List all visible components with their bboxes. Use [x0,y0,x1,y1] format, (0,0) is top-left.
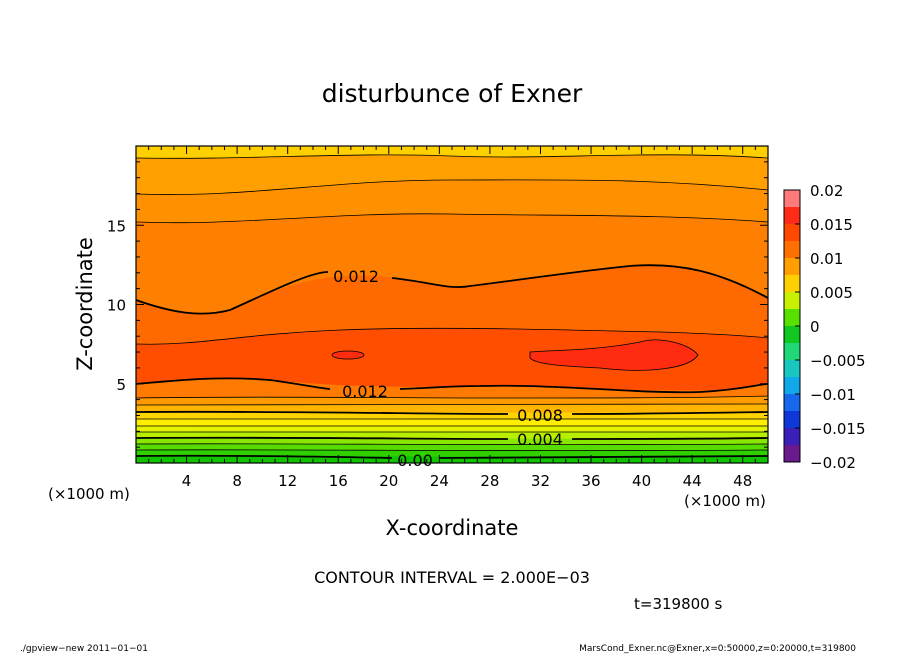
colorbar-segment [784,224,800,241]
y-tick-label: 10 [107,297,126,315]
footer-left: ./gpview−new 2011−01−01 [20,644,148,654]
colorbar-segment [784,258,800,275]
contour-line-0.012-lower [136,377,768,394]
colorbar-segment [784,377,800,394]
colorbar: 0.02 0.015 0.01 0.005 0 −0.005 −0.01 −0.015 −0.0… [783,182,866,472]
contour-field [136,146,768,463]
contour-line-0.004 [136,436,768,440]
band-0.016-local-max-left [332,351,364,359]
contour-label: 0.008 [517,406,563,425]
x-tick-label: 44 [683,472,702,490]
contour-line [136,395,768,399]
x-tick-label: 16 [329,472,348,490]
footer-right: MarsCond_Exner.nc@Exner,x=0:50000,z=0:20… [579,644,856,654]
x-tick-label: 36 [581,472,600,490]
contour-line [331,350,365,360]
contour-line [529,339,699,371]
chart-title: disturbunce of Exner [322,79,583,108]
colorbar-tick-label: 0.005 [810,284,853,302]
x-unit-label-right: (×1000 m) [684,492,766,510]
colorbar-segment [784,360,800,377]
contour-label: 0.00 [397,451,433,470]
colorbar-tick-label: −0.01 [810,386,856,404]
colorbar-segment [784,292,800,309]
contour-label: 0.012 [342,382,388,401]
x-tick-label: 28 [480,472,499,490]
contour-line [136,425,768,427]
contour-line [136,431,768,433]
colorbar-tick-label: −0.005 [810,352,866,370]
x-tick-label: 48 [733,472,752,490]
contour-interval-label: CONTOUR INTERVAL = 2.000E−03 [314,568,590,587]
colorbar-segment [784,445,800,462]
x-tick-label: 12 [278,472,297,490]
x-tick-label: 20 [379,472,398,490]
colorbar-segment [784,394,800,411]
contour-line [136,418,768,420]
x-tick-label: 24 [430,472,449,490]
colorbar-tick-label: 0.01 [810,250,843,268]
band-0.016-local-max-right [530,339,698,371]
colorbar-segment [784,207,800,224]
contour-lines [136,154,768,459]
y-tick-label: 15 [107,217,126,235]
contour-line-0.008 [136,410,768,415]
x-tick-label: 8 [232,472,242,490]
colorbar-tick-label: −0.02 [810,454,856,472]
contour-line-0.012-upper [136,264,768,315]
colorbar-tick-label: 0.015 [810,216,853,234]
contour-labels: 0.012 0.012 0.008 0.004 0.00 [333,267,563,470]
colorbar-segment [784,241,800,258]
contour-line [136,213,768,224]
colorbar-segment [784,411,800,428]
contour-line [136,449,768,452]
contour-line-0.00 [136,454,768,459]
colorbar-segment [784,428,800,445]
x-unit-label-left: (×1000 m) [48,485,130,503]
colorbar-tick-label: 0 [810,318,820,336]
colorbar-tick-label: −0.015 [810,420,866,438]
contour-line [136,327,768,345]
x-tick-label: 40 [632,472,651,490]
contour-line [136,154,768,159]
y-axis-label: Z-coordinate [73,237,97,371]
band-0.014-0.016 [136,328,768,390]
x-tick-label: 4 [182,472,192,490]
contour-line [136,179,768,195]
colorbar-segment [784,326,800,343]
colorbar-segment [784,343,800,360]
colorbar-segment [784,190,800,207]
colorbar-tick-label: 0.02 [810,182,843,200]
x-axis-label: X-coordinate [386,516,519,540]
y-tick-label: 5 [116,376,126,394]
colorbar-segment [784,309,800,326]
contour-line [136,443,768,446]
time-label: t=319800 s [634,595,722,613]
colorbar-segment [784,275,800,292]
contour-label: 0.012 [333,267,379,286]
contour-label: 0.004 [517,430,563,449]
x-tick-label: 32 [531,472,550,490]
